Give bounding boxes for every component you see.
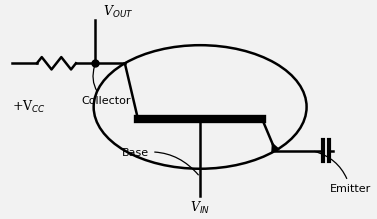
Text: Emitter: Emitter [314,151,371,194]
Text: Collector: Collector [81,66,131,106]
Text: +V$_{CC}$: +V$_{CC}$ [12,99,46,115]
Text: V$_{OUT}$: V$_{OUT}$ [103,4,133,20]
Text: V$_{IN}$: V$_{IN}$ [190,200,210,216]
Text: Base: Base [122,148,198,175]
